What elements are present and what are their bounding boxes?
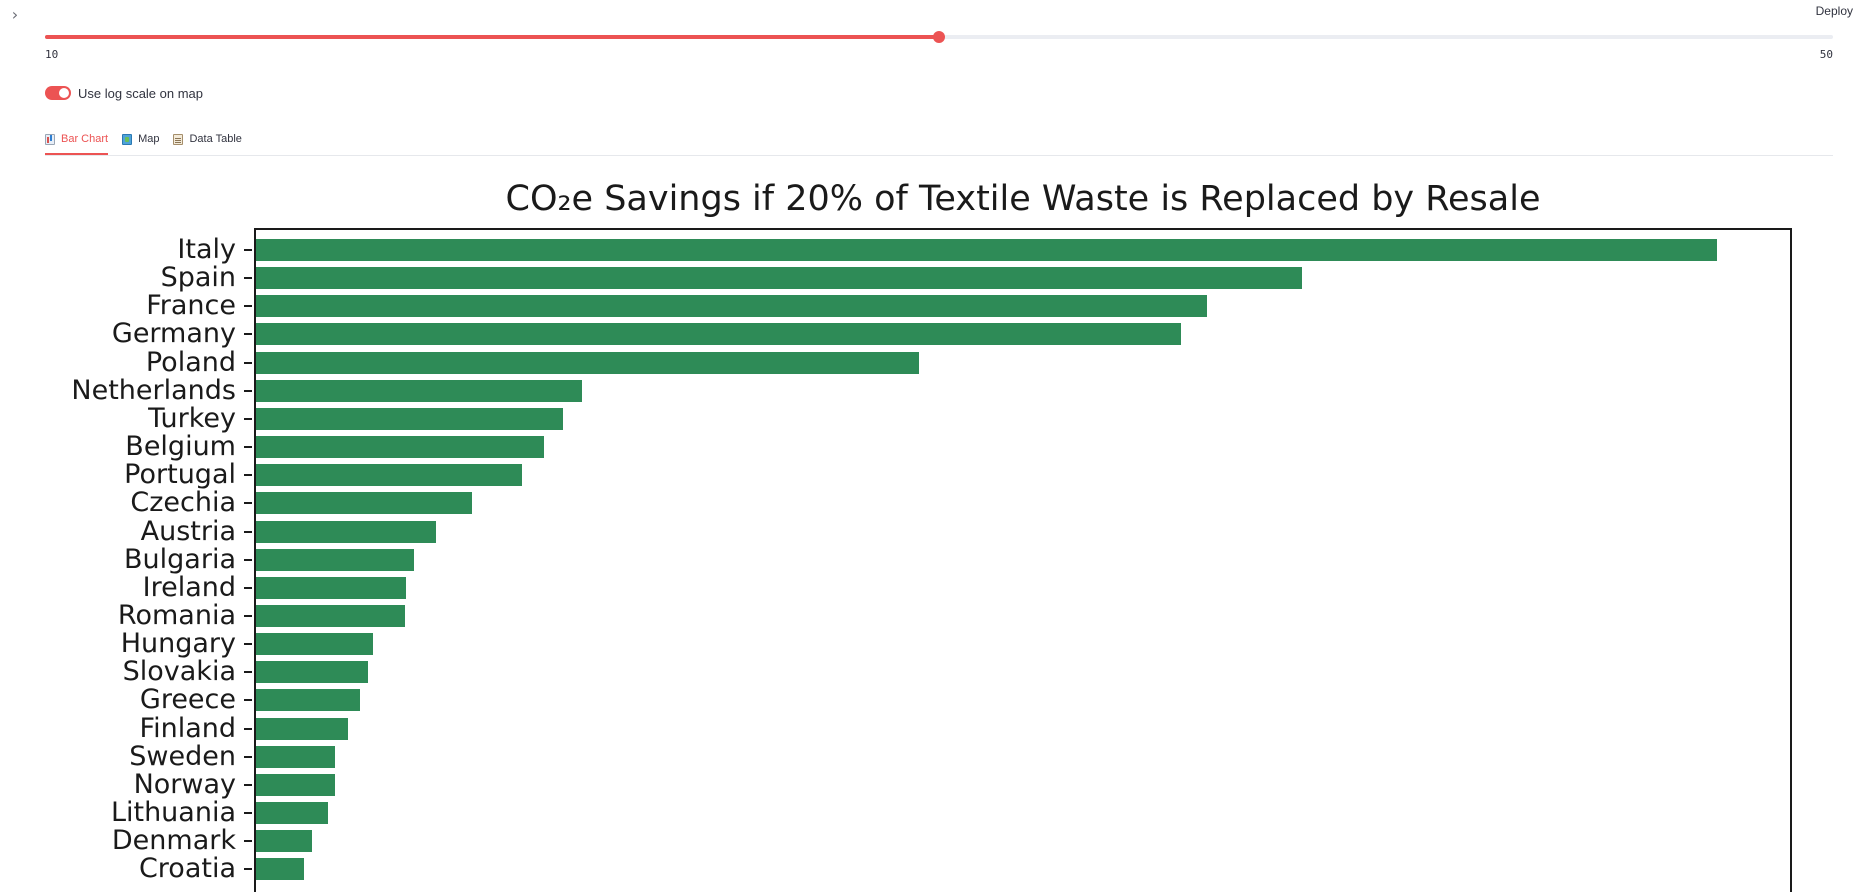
bar-chart-icon — [45, 133, 55, 145]
y-tick-label: Bulgaria — [124, 543, 236, 575]
tab-bar: Bar Chart Map Data Table — [45, 125, 1833, 156]
y-tick — [244, 249, 252, 251]
y-tick-label: Germany — [111, 318, 236, 350]
y-tick-label: Spain — [160, 262, 236, 294]
bar-chart: CO₂e Savings if 20% of Textile Waste is … — [0, 160, 1863, 892]
slider-max-label: 50 — [1819, 48, 1833, 61]
bar-romania — [256, 604, 406, 627]
bar-germany — [256, 323, 1181, 346]
chart-title: CO₂e Savings if 20% of Textile Waste is … — [505, 179, 1541, 219]
y-tick-label: Finland — [139, 712, 236, 744]
bar-austria — [256, 520, 436, 543]
bar-bulgaria — [256, 548, 414, 571]
y-tick — [244, 699, 252, 702]
tab-label: Bar Chart — [61, 133, 109, 145]
y-tick — [244, 502, 252, 505]
y-tick-label: Czechia — [130, 487, 236, 519]
y-tick — [244, 558, 252, 561]
bar-spain — [256, 267, 1303, 290]
toggle-switch[interactable] — [45, 86, 71, 100]
y-tick — [244, 783, 252, 786]
y-tick-label: Italy — [177, 234, 236, 265]
y-tick-label: Croatia — [138, 853, 236, 885]
y-tick-label: Slovakia — [122, 656, 236, 688]
slider-fill — [45, 35, 939, 39]
bar-ireland — [256, 576, 407, 599]
range-slider[interactable]: 10 50 — [45, 30, 1833, 66]
y-tick-label: France — [146, 290, 236, 322]
bar-france — [256, 295, 1208, 318]
y-tick-label: Norway — [133, 768, 236, 800]
y-tick-label: Poland — [145, 346, 236, 378]
y-tick — [244, 671, 252, 674]
bar-denmark — [256, 830, 312, 853]
y-tick — [244, 840, 252, 843]
bar-belgium — [256, 436, 544, 459]
bar-czechia — [256, 492, 473, 515]
y-tick — [244, 474, 252, 477]
map-icon — [122, 133, 133, 145]
y-tick-label: Sweden — [129, 740, 236, 772]
y-tick-label: Netherlands — [71, 374, 236, 406]
y-tick — [244, 868, 252, 871]
y-tick-label: Greece — [139, 684, 236, 716]
bar-portugal — [256, 464, 522, 487]
bar-italy — [256, 239, 1717, 261]
bar-finland — [256, 717, 349, 740]
y-tick-label: Turkey — [148, 402, 236, 434]
clipboard-icon — [173, 133, 184, 145]
y-tick-label: Belgium — [125, 431, 236, 463]
y-tick — [244, 361, 252, 364]
y-tick — [244, 755, 252, 758]
tab-bar-chart[interactable]: Bar Chart — [45, 125, 109, 155]
y-tick — [244, 277, 252, 280]
y-tick-label: Romania — [117, 599, 236, 631]
y-tick-label: Ireland — [142, 571, 236, 603]
tab-map[interactable]: Map — [122, 125, 159, 155]
bar-sweden — [256, 745, 335, 768]
y-tick-label: Portugal — [124, 459, 236, 491]
slider-min-label: 10 — [45, 48, 59, 61]
y-tick-label: Austria — [140, 515, 236, 547]
y-tick — [244, 530, 252, 533]
y-tick-label: Denmark — [111, 825, 236, 857]
y-tick — [244, 333, 252, 336]
bar-netherlands — [256, 379, 582, 402]
plot-area — [254, 228, 1792, 892]
bar-norway — [256, 773, 335, 796]
bar-poland — [256, 351, 920, 374]
bar-croatia — [256, 858, 305, 881]
toggle-knob — [59, 88, 69, 98]
bar-turkey — [256, 407, 563, 430]
y-tick — [244, 614, 252, 617]
chevron-right-icon[interactable]: › — [11, 5, 19, 24]
y-tick — [244, 727, 252, 730]
y-tick — [244, 446, 252, 449]
y-tick — [244, 305, 252, 308]
log-scale-toggle[interactable]: Use log scale on map — [45, 85, 203, 101]
y-tick-label: Lithuania — [110, 797, 236, 828]
y-tick — [244, 586, 252, 589]
y-tick — [244, 417, 252, 420]
y-tick-label: Hungary — [120, 628, 236, 660]
y-tick — [244, 812, 252, 814]
bar-lithuania — [256, 802, 328, 824]
bar-slovakia — [256, 661, 369, 684]
toggle-label: Use log scale on map — [78, 85, 204, 101]
deploy-button[interactable]: Deploy — [1815, 4, 1853, 18]
bar-greece — [256, 689, 360, 712]
tab-data-table[interactable]: Data Table — [173, 125, 242, 155]
slider-thumb[interactable] — [933, 31, 945, 43]
tab-label: Data Table — [189, 133, 242, 145]
y-tick — [244, 643, 252, 646]
bar-hungary — [256, 633, 373, 656]
tab-label: Map — [138, 133, 160, 145]
y-tick — [244, 389, 252, 392]
